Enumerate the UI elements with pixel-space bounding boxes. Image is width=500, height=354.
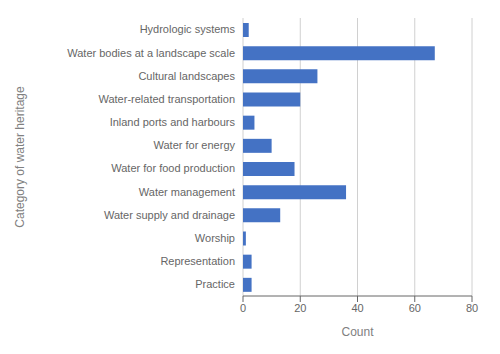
svg-text:Water-related transportation: Water-related transportation: [98, 93, 235, 105]
svg-text:Worship: Worship: [195, 232, 235, 244]
svg-text:Water management: Water management: [139, 186, 235, 198]
svg-text:Inland ports and harbours: Inland ports and harbours: [110, 116, 236, 128]
svg-text:60: 60: [409, 302, 421, 314]
svg-text:Cultural landscapes: Cultural landscapes: [138, 70, 235, 82]
svg-text:Count: Count: [341, 325, 374, 339]
svg-text:Water for food production: Water for food production: [111, 162, 235, 174]
svg-text:Hydrologic systems: Hydrologic systems: [140, 23, 236, 35]
svg-text:0: 0: [240, 302, 246, 314]
svg-text:80: 80: [466, 302, 478, 314]
svg-text:Water bodies at a landscape sc: Water bodies at a landscape scale: [67, 47, 235, 59]
svg-text:Water supply and drainage: Water supply and drainage: [104, 209, 235, 221]
svg-text:40: 40: [351, 302, 363, 314]
svg-text:Category of water heritage: Category of water heritage: [13, 86, 27, 228]
svg-text:Water for energy: Water for energy: [153, 139, 235, 151]
svg-text:20: 20: [294, 302, 306, 314]
svg-text:Representation: Representation: [160, 255, 235, 267]
svg-text:Practice: Practice: [195, 278, 235, 290]
